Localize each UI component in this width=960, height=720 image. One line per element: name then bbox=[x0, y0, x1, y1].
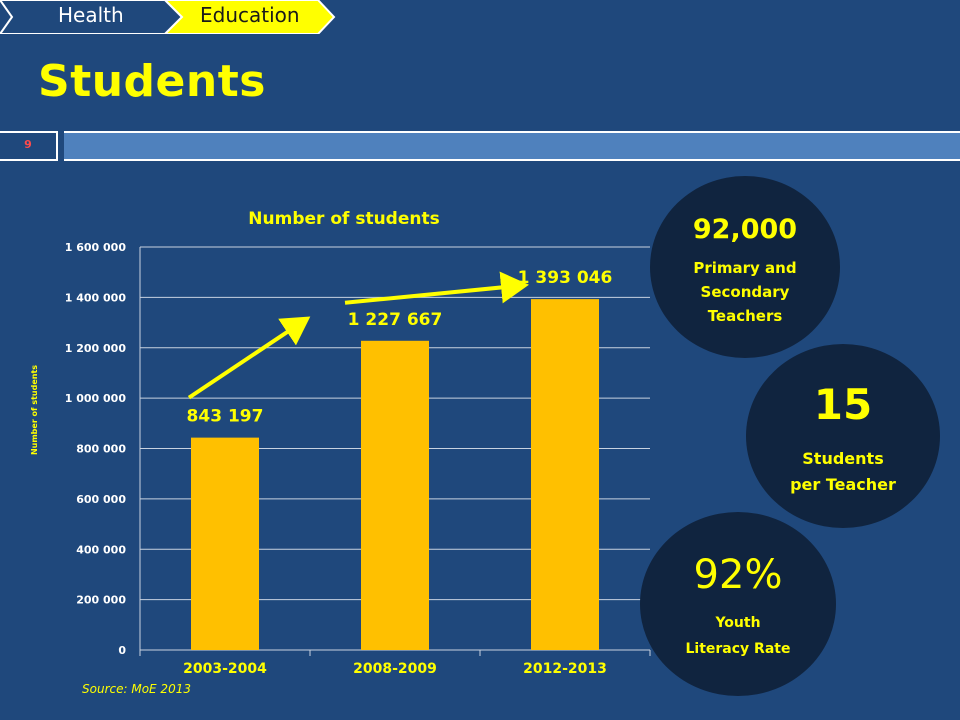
y-axis-ticks: 0 200 000 400 000 600 000 800 000 1 000 000 1 … bbox=[65, 241, 127, 657]
data-labels: 843 197 1 227 667 1 393 046 bbox=[187, 268, 613, 426]
growth-arrow bbox=[187, 316, 311, 400]
bar-2012-2013 bbox=[531, 299, 599, 650]
stat-literacy-caption: Youth Literacy Rate bbox=[685, 615, 791, 657]
bar-2008-2009 bbox=[361, 340, 429, 650]
y-tick-label: 1 000 000 bbox=[65, 392, 127, 405]
y-tick-label: 1 600 000 bbox=[65, 241, 127, 254]
breadcrumb-shapes bbox=[0, 0, 336, 35]
y-tick-label: 800 000 bbox=[76, 443, 126, 456]
x-tick-label: 2012-2013 bbox=[523, 661, 607, 677]
breadcrumb: Health Education bbox=[0, 0, 340, 35]
data-label: 1 393 046 bbox=[518, 268, 613, 288]
tab-education[interactable]: Education bbox=[200, 3, 300, 27]
stat-literacy-value: 92% bbox=[693, 552, 783, 598]
x-tick-label: 2008-2009 bbox=[353, 661, 437, 677]
chart-title: Number of students bbox=[248, 209, 439, 229]
header-bar bbox=[64, 131, 960, 161]
page-title: Students bbox=[38, 56, 266, 107]
slide-number-box bbox=[0, 131, 58, 161]
bar-2003-2004 bbox=[191, 437, 259, 650]
y-tick-label: 600 000 bbox=[76, 493, 126, 506]
stat-teachers-value: 92,000 bbox=[692, 214, 798, 245]
stat-ratio: 15 Students per Teacher bbox=[746, 344, 940, 528]
source-note: Source: MoE 2013 bbox=[82, 682, 191, 696]
stat-ratio-caption: Students per Teacher bbox=[790, 449, 896, 494]
y-tick-label: 1 400 000 bbox=[65, 291, 127, 304]
growth-arrow bbox=[344, 271, 529, 305]
chart-bars bbox=[191, 299, 599, 650]
data-label: 1 227 667 bbox=[348, 310, 443, 330]
y-tick-label: 0 bbox=[118, 644, 126, 657]
stat-teachers-caption: Primary and Secondary Teachers bbox=[693, 259, 797, 325]
stat-teachers: 92,000 Primary and Secondary Teachers bbox=[650, 176, 840, 358]
y-tick-label: 1 200 000 bbox=[65, 342, 127, 355]
x-axis-labels: 2003-2004 2008-2009 2012-2013 bbox=[183, 661, 607, 677]
tab-health[interactable]: Health bbox=[58, 3, 124, 27]
data-label: 843 197 bbox=[187, 407, 264, 427]
y-tick-label: 400 000 bbox=[76, 543, 126, 556]
stat-ratio-value: 15 bbox=[813, 380, 873, 429]
x-tick-label: 2003-2004 bbox=[183, 661, 267, 677]
slide-number: 9 bbox=[24, 138, 32, 151]
growth-arrows bbox=[187, 271, 529, 400]
y-tick-label: 200 000 bbox=[76, 594, 126, 607]
y-axis-title: Number of students bbox=[30, 365, 39, 455]
stat-literacy: 92% Youth Literacy Rate bbox=[640, 512, 836, 696]
